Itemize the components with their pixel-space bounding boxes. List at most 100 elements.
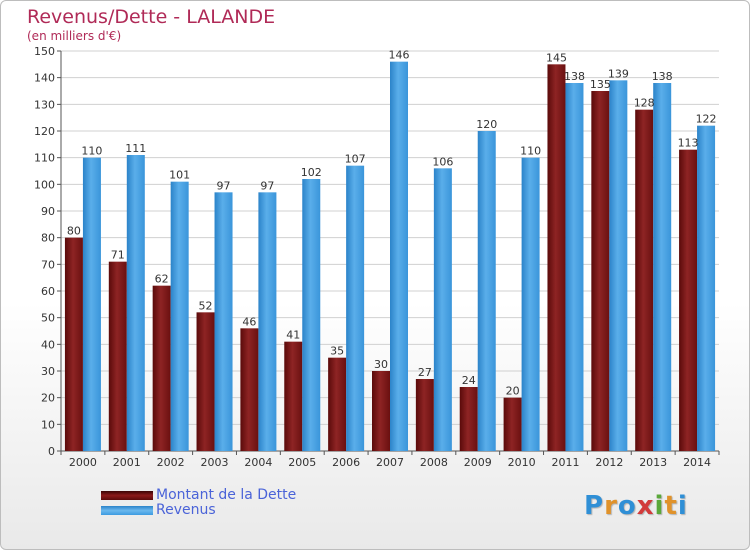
y-tick-label: 60 bbox=[41, 285, 55, 298]
data-label-revenus: 107 bbox=[345, 153, 366, 166]
bar-revenus bbox=[390, 61, 408, 452]
bar-dette bbox=[459, 387, 478, 451]
x-tick-label: 2007 bbox=[376, 456, 404, 469]
bar-revenus bbox=[302, 179, 321, 451]
data-label-dette: 135 bbox=[590, 78, 611, 91]
x-tick-label: 2002 bbox=[157, 456, 185, 469]
bar-dette bbox=[547, 64, 566, 452]
y-tick-label: 80 bbox=[41, 232, 55, 245]
bar-dette bbox=[108, 261, 127, 451]
bar-revenus bbox=[653, 83, 672, 451]
data-label-dette: 27 bbox=[418, 366, 432, 379]
x-tick-label: 2012 bbox=[595, 456, 623, 469]
x-tick-label: 2000 bbox=[69, 456, 97, 469]
bar-dette bbox=[240, 328, 259, 451]
legend-label-dette: Montant de la Dette bbox=[156, 487, 297, 503]
bar-dette bbox=[372, 371, 390, 451]
data-label-revenus: 120 bbox=[476, 118, 497, 131]
bars bbox=[64, 61, 716, 452]
data-label-revenus: 102 bbox=[301, 166, 322, 179]
y-tick-label: 30 bbox=[41, 365, 55, 378]
y-tick-label: 140 bbox=[34, 72, 55, 85]
x-tick-label: 2003 bbox=[201, 456, 229, 469]
bar-dette bbox=[64, 237, 83, 451]
data-label-dette: 35 bbox=[330, 345, 344, 358]
logo-letter: i bbox=[677, 491, 688, 521]
data-label-dette: 80 bbox=[67, 225, 81, 238]
bar-dette bbox=[284, 341, 303, 451]
data-label-revenus: 146 bbox=[389, 49, 410, 62]
y-tick-label: 40 bbox=[41, 338, 55, 351]
data-labels: 80 110 71 111 62 101 52 97 46 97 41 102 35 107 30 146 27… bbox=[67, 49, 717, 398]
data-label-dette: 20 bbox=[506, 385, 520, 398]
bar-dette bbox=[591, 91, 610, 451]
data-label-dette: 145 bbox=[546, 51, 567, 64]
x-tick-label: 2014 bbox=[683, 456, 711, 469]
data-label-dette: 113 bbox=[678, 137, 699, 150]
data-label-revenus: 138 bbox=[652, 70, 673, 83]
legend-swatch-dette bbox=[101, 491, 153, 500]
bar-dette bbox=[635, 109, 654, 452]
data-label-revenus: 106 bbox=[432, 155, 453, 168]
y-tick-label: 110 bbox=[34, 152, 55, 165]
data-label-revenus: 122 bbox=[696, 113, 717, 126]
bar-dette bbox=[679, 149, 698, 451]
y-tick-label: 90 bbox=[41, 205, 55, 218]
data-label-revenus: 97 bbox=[260, 179, 274, 192]
bar-revenus bbox=[170, 181, 189, 451]
x-tick-label: 2005 bbox=[288, 456, 316, 469]
data-label-revenus: 110 bbox=[520, 145, 541, 158]
data-label-dette: 128 bbox=[634, 97, 655, 110]
bar-revenus bbox=[565, 83, 584, 451]
logo-letter: t bbox=[664, 491, 678, 521]
x-tick-label: 2006 bbox=[332, 456, 360, 469]
logo-letter: r bbox=[604, 491, 618, 521]
bar-revenus bbox=[609, 80, 628, 451]
logo-letter: i bbox=[654, 491, 665, 521]
data-label-dette: 62 bbox=[155, 273, 169, 286]
data-label-revenus: 97 bbox=[217, 179, 231, 192]
data-label-dette: 41 bbox=[286, 329, 300, 342]
y-tick-label: 120 bbox=[34, 125, 55, 138]
logo-letter: o bbox=[617, 491, 637, 521]
y-tick-label: 100 bbox=[34, 178, 55, 191]
logo-letter: P bbox=[584, 491, 605, 521]
data-label-dette: 30 bbox=[374, 358, 388, 371]
legend-label-revenus: Revenus bbox=[156, 502, 216, 518]
y-tick-label: 70 bbox=[41, 258, 55, 271]
bar-revenus bbox=[697, 125, 716, 452]
bar-dette bbox=[152, 285, 171, 451]
y-tick-label: 50 bbox=[41, 312, 55, 325]
y-tick-label: 20 bbox=[41, 392, 55, 405]
y-tick-label: 130 bbox=[34, 98, 55, 111]
data-label-dette: 71 bbox=[111, 249, 125, 262]
x-tick-label: 2010 bbox=[508, 456, 536, 469]
data-label-revenus: 101 bbox=[169, 169, 190, 182]
data-label-revenus: 110 bbox=[81, 145, 102, 158]
bar-revenus bbox=[126, 155, 145, 451]
x-tick-label: 2009 bbox=[464, 456, 492, 469]
bar-revenus bbox=[477, 131, 496, 451]
x-tick-label: 2004 bbox=[244, 456, 272, 469]
x-tick-label: 2008 bbox=[420, 456, 448, 469]
x-tick-label: 2001 bbox=[113, 456, 141, 469]
axes: 0 10 20 30 40 50 60 70 80 90 100 110 120 130 140 150 200… bbox=[34, 45, 720, 469]
bar-dette bbox=[503, 397, 522, 451]
bar-revenus bbox=[433, 168, 452, 452]
bar-dette bbox=[415, 379, 434, 451]
y-tick-label: 0 bbox=[48, 445, 55, 458]
y-tick-label: 10 bbox=[41, 418, 55, 431]
proxiti-logo: Proxiti bbox=[584, 491, 688, 521]
bar-dette bbox=[196, 312, 215, 451]
data-label-revenus: 111 bbox=[125, 142, 146, 155]
x-tick-label: 2013 bbox=[639, 456, 667, 469]
bar-revenus bbox=[82, 157, 101, 451]
x-tick-label: 2011 bbox=[551, 456, 579, 469]
bar-revenus bbox=[258, 192, 277, 452]
logo-letter: x bbox=[636, 491, 655, 521]
data-label-revenus: 138 bbox=[564, 70, 585, 83]
y-tick-label: 150 bbox=[34, 45, 55, 58]
bar-revenus bbox=[346, 165, 365, 451]
